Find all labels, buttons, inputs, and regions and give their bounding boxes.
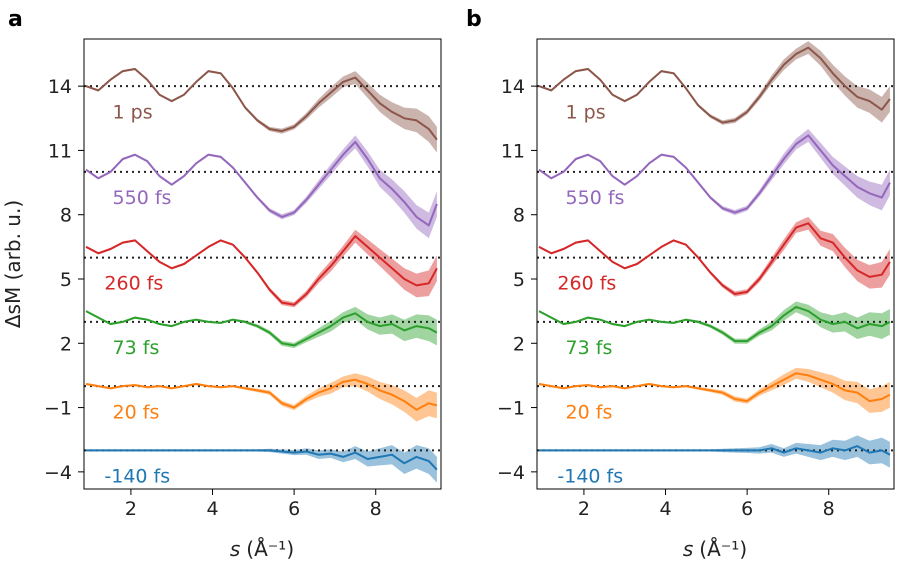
trace-label-1-ps: 1 ps [566, 101, 606, 123]
line-140-fs [86, 449, 438, 471]
line-73-fs [85, 310, 438, 347]
line-550-fs [538, 134, 891, 214]
trace-label-73-fs: 73 fs [566, 337, 613, 359]
trace-label-20-fs: 20 fs [566, 401, 613, 423]
xtick-label: 8 [823, 498, 835, 520]
panel-b-trace-labels: -140 fs 20 fs 73 fs 260 fs 550 fs 1 ps [557, 101, 624, 487]
ytick-label: −4 [44, 462, 72, 484]
panel-b-letter: b [466, 7, 482, 32]
panel-b-yticks: −4 −1 2 5 8 11 14 [497, 76, 537, 484]
ytick-label: 5 [513, 269, 525, 291]
trace-label-140-fs: -140 fs [104, 466, 170, 488]
trace-label-260-fs: 260 fs [557, 273, 616, 295]
panel-b-xticks: 2 4 6 8 [578, 489, 835, 520]
panel-a: a -140 fs 20 fs 73 fs 260 fs 550 fs 1 ps 2 4 6 8… [1, 7, 442, 561]
trace-label-20-fs: 20 fs [113, 401, 160, 423]
band-73-fs [539, 301, 890, 344]
panel-b-lines [538, 46, 891, 456]
panel-a-xlabel-unit: (Å⁻¹) [246, 537, 294, 561]
panel-a-xlabel: s (Å⁻¹) [230, 537, 294, 561]
panel-b-xlabel-unit: (Å⁻¹) [699, 537, 747, 561]
panel-b: b -140 fs 20 fs 73 fs 260 fs 550 fs 1 ps 2 4 6 8… [466, 7, 895, 561]
line-260-fs [538, 222, 891, 295]
line-20-fs [85, 378, 438, 411]
trace-label-260-fs: 260 fs [104, 273, 163, 295]
ytick-label: 2 [60, 333, 72, 355]
ytick-label: −4 [497, 462, 525, 484]
ytick-label: 11 [501, 140, 525, 162]
line-73-fs [538, 305, 891, 343]
ytick-label: 14 [501, 76, 525, 98]
panel-b-xlabel: s (Å⁻¹) [683, 537, 747, 561]
ytick-label: 8 [60, 205, 72, 227]
line-1-ps [538, 46, 891, 124]
line-140-fs [539, 445, 891, 456]
panel-b-xlabel-var: s [683, 537, 693, 561]
ytick-label: 5 [60, 269, 72, 291]
panel-a-xticks: 2 4 6 8 [125, 489, 382, 520]
panel-a-xlabel-var: s [230, 537, 240, 561]
xtick-label: 2 [578, 498, 590, 520]
band-260-fs [86, 229, 437, 308]
ytick-label: 8 [513, 205, 525, 227]
trace-label-550-fs: 550 fs [113, 187, 172, 209]
line-20-fs [538, 372, 891, 403]
band-140-fs [539, 435, 890, 468]
panel-a-yticks: −4 −1 2 5 8 11 14 [44, 76, 84, 484]
panel-b-frame [536, 38, 895, 490]
panel-a-ylabel: ΔsM (arb. u.) [1, 200, 25, 328]
xtick-label: 4 [206, 498, 218, 520]
trace-label-140-fs: -140 fs [557, 466, 623, 488]
panel-a-frame [83, 38, 442, 490]
xtick-label: 4 [659, 498, 671, 520]
xtick-label: 8 [370, 498, 382, 520]
trace-label-1-ps: 1 ps [113, 101, 153, 123]
xtick-label: 6 [288, 498, 300, 520]
ytick-label: −1 [497, 398, 525, 420]
ytick-label: 11 [48, 140, 72, 162]
line-1-ps [85, 68, 438, 141]
panel-a-lines [85, 68, 438, 471]
xtick-label: 2 [125, 498, 137, 520]
panel-a-trace-labels: -140 fs 20 fs 73 fs 260 fs 550 fs 1 ps [104, 101, 171, 487]
panel-a-letter: a [8, 7, 23, 32]
ytick-label: 2 [513, 333, 525, 355]
xtick-label: 6 [741, 498, 753, 520]
ytick-label: 14 [48, 76, 72, 98]
line-260-fs [85, 235, 438, 306]
ytick-label: −1 [44, 398, 72, 420]
trace-label-73-fs: 73 fs [113, 337, 160, 359]
line-550-fs [85, 140, 438, 227]
trace-label-550-fs: 550 fs [566, 187, 625, 209]
